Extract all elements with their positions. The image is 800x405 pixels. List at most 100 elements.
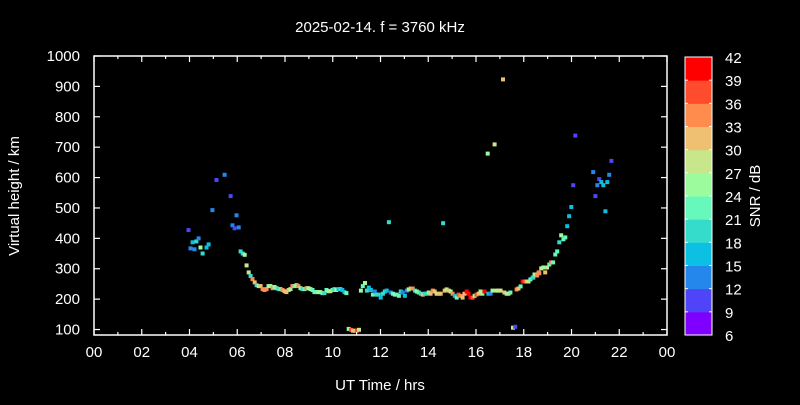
data-point xyxy=(400,290,405,295)
data-point xyxy=(480,291,485,296)
data-point xyxy=(300,287,305,292)
data-point xyxy=(340,288,345,292)
colorbar-tick-label: 18 xyxy=(725,235,742,252)
data-point xyxy=(196,236,201,241)
data-point xyxy=(388,290,393,295)
data-point xyxy=(272,285,277,289)
data-point xyxy=(192,247,197,252)
colorbar: 6 9 12 15 18 21 24 27 30 33 36 39 42 xyxy=(684,50,742,345)
data-point xyxy=(268,284,273,289)
data-point xyxy=(432,289,437,294)
data-point xyxy=(296,284,301,289)
data-point xyxy=(290,284,295,289)
data-point xyxy=(492,142,497,147)
data-point xyxy=(526,279,531,284)
data-point xyxy=(198,245,203,250)
colorbar-band xyxy=(685,265,712,290)
data-point xyxy=(232,226,237,231)
data-point xyxy=(513,324,518,329)
y-tick-label: 300 xyxy=(55,261,80,278)
data-point xyxy=(310,288,315,292)
data-point xyxy=(599,180,604,185)
data-point xyxy=(410,286,415,291)
colorbar-band xyxy=(685,172,712,197)
data-point xyxy=(464,289,469,294)
data-point xyxy=(366,285,371,290)
data-point xyxy=(406,287,411,292)
data-point xyxy=(603,209,608,214)
data-point xyxy=(508,290,513,295)
data-point xyxy=(288,287,293,292)
data-point xyxy=(188,246,193,251)
colorbar-tick-label: 36 xyxy=(725,96,742,113)
data-point xyxy=(214,178,219,182)
data-point xyxy=(496,288,501,293)
data-point xyxy=(368,288,373,292)
colorbar-tick-label: 21 xyxy=(725,212,742,229)
x-axis-label: UT Time / hrs xyxy=(335,377,425,394)
chart-title: 2025-02-14. f = 3760 kHz xyxy=(295,19,465,36)
colorbar-band xyxy=(685,126,712,151)
data-point xyxy=(250,277,255,282)
data-point xyxy=(555,249,560,254)
data-point xyxy=(565,224,570,229)
x-tick-label: 04 xyxy=(181,344,198,361)
data-point xyxy=(609,158,614,163)
data-point xyxy=(194,239,199,244)
data-point xyxy=(357,327,361,332)
x-tick-label: 00 xyxy=(86,344,103,361)
x-tick-label: 14 xyxy=(420,344,437,361)
data-point xyxy=(312,290,317,295)
data-point xyxy=(264,287,269,292)
data-point xyxy=(428,291,433,296)
data-point xyxy=(535,273,540,278)
data-point xyxy=(485,151,490,156)
data-point xyxy=(242,252,247,257)
data-point xyxy=(200,251,205,256)
colorbar-tick-label: 12 xyxy=(725,282,742,299)
data-point xyxy=(360,284,365,289)
y-tick-label: 600 xyxy=(55,170,80,187)
data-point xyxy=(396,293,401,298)
data-point xyxy=(204,245,209,250)
data-point xyxy=(551,260,556,265)
colorbar-band xyxy=(685,219,712,243)
data-point xyxy=(605,180,610,185)
data-point xyxy=(441,221,446,226)
data-point xyxy=(344,291,349,296)
colorbar-tick-label: 6 xyxy=(725,328,733,345)
y-tick-label: 700 xyxy=(55,139,80,156)
data-point xyxy=(262,288,267,292)
data-point xyxy=(545,265,550,270)
data-point xyxy=(210,208,215,213)
data-point xyxy=(258,284,263,289)
colorbar-tick-label: 39 xyxy=(725,73,742,90)
x-tick-label: 06 xyxy=(229,344,246,361)
data-point xyxy=(466,291,471,296)
colorbar-tick-label: 24 xyxy=(725,189,742,206)
data-point xyxy=(348,327,353,332)
data-point xyxy=(476,291,481,296)
data-point xyxy=(378,295,383,300)
y-tick-label: 900 xyxy=(55,78,80,95)
data-point xyxy=(531,275,536,280)
data-point xyxy=(364,288,369,293)
y-tick-label: 500 xyxy=(55,200,80,217)
colorbar-band xyxy=(685,80,712,104)
data-point xyxy=(354,328,359,333)
data-point xyxy=(569,205,574,209)
data-point xyxy=(595,183,600,188)
data-point xyxy=(557,240,562,245)
data-point xyxy=(454,295,459,300)
data-point xyxy=(328,289,333,294)
data-point xyxy=(518,284,523,289)
data-point xyxy=(370,292,375,297)
data-point xyxy=(511,325,515,330)
data-point xyxy=(278,287,283,292)
data-point xyxy=(498,288,503,293)
data-point xyxy=(402,293,407,298)
data-point xyxy=(591,170,596,175)
y-tick-label: 100 xyxy=(55,322,80,339)
data-point xyxy=(386,220,391,225)
